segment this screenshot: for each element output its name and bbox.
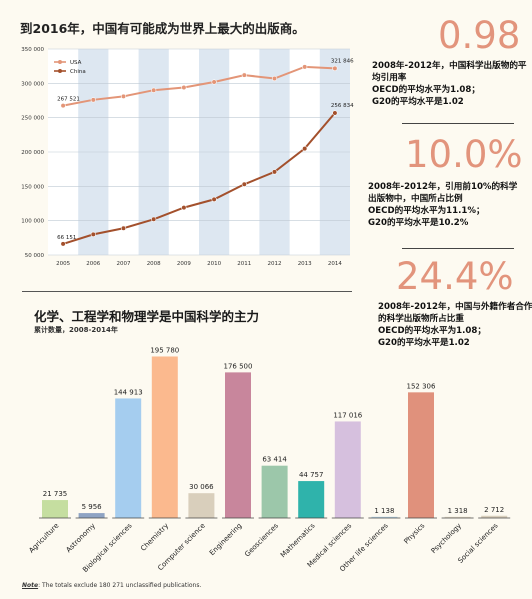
series-line-china (62, 112, 336, 245)
legend-label-usa: USA (70, 60, 82, 66)
x-tick-label: 2005 (56, 261, 70, 267)
legend-marker-china (58, 69, 62, 73)
data-point-china (90, 231, 96, 237)
stat-divider (402, 248, 514, 249)
bar-value-label: 63 414 (262, 456, 287, 464)
x-tick-label: 2014 (328, 261, 342, 267)
bar-chart-subtitle: 累计数量，2008-2014年 (34, 326, 118, 334)
data-point-china (120, 225, 127, 231)
data-label: 267 521 (57, 97, 80, 103)
data-point-usa (60, 103, 66, 109)
category-label: Agriculture (28, 522, 61, 555)
section-divider (22, 291, 352, 292)
x-tick-label: 2006 (86, 261, 100, 267)
data-point-china (302, 145, 308, 152)
bar-agriculture (42, 500, 68, 518)
data-point-usa (181, 84, 187, 91)
bar-value-label: 152 306 (407, 382, 436, 390)
bar-physics (408, 392, 434, 518)
data-point-usa (241, 72, 247, 78)
data-label: 66 151 (57, 235, 76, 241)
data-point-china (60, 241, 66, 247)
bar-value-label: 21 735 (43, 490, 68, 498)
data-point-china (211, 196, 217, 202)
stat-value-top10-share: 10.0% (405, 133, 523, 176)
data-point-usa (120, 93, 127, 99)
data-point-china (151, 216, 157, 222)
bar-value-label: 144 913 (114, 388, 143, 396)
stat-desc-top10-share: 2008年-2012年，引用前10%的科学出版物中，中国所占比例 OECD的平均水… (368, 182, 518, 228)
legend-label-china: China (70, 69, 86, 75)
data-point-china (332, 110, 338, 116)
stat-desc-citation-rate: 2008年-2012年，中国科学出版物的平均引用率 OECD的平均水平为1.08；… (372, 61, 527, 107)
category-label: Mathematics (279, 522, 317, 560)
category-label: Chemistry (139, 522, 170, 553)
data-point-usa (211, 79, 217, 85)
bar-medical-sciences (334, 421, 361, 518)
footnote-text: : The totals exclude 180 271 unclassifie… (38, 582, 202, 589)
y-tick-label: 200 000 (21, 150, 44, 156)
x-tick-label: 2012 (268, 261, 282, 267)
bar-value-label: 2 712 (484, 506, 504, 514)
data-label: 321 846 (331, 58, 354, 64)
legend-marker-usa (58, 60, 62, 64)
stat-value-foreign-coauthor: 24.4% (396, 255, 514, 298)
footnote-label: Note (22, 582, 39, 589)
category-label: Geosciences (243, 522, 280, 559)
bar-value-label: 117 016 (333, 411, 362, 419)
bar-chemistry (151, 356, 178, 518)
footnote: Note: The totals exclude 180 271 unclass… (22, 582, 201, 589)
data-point-usa (151, 87, 157, 93)
x-tick-label: 2007 (117, 261, 131, 267)
category-label: Social sciences (457, 522, 500, 565)
bar-mathematics (298, 481, 325, 518)
x-tick-label: 2011 (237, 261, 251, 267)
x-tick-label: 2013 (298, 261, 312, 267)
bar-value-label: 176 500 (224, 362, 253, 370)
bar-chart-title: 化学、工程学和物理学是中国科学的主力 (34, 309, 260, 324)
bar-value-label: 44 757 (299, 471, 324, 479)
bar-psychology (444, 516, 471, 518)
data-point-china (181, 205, 187, 211)
category-label: Physics (402, 522, 426, 546)
category-label: Psychology (430, 522, 463, 555)
y-tick-label: 350 000 (21, 47, 44, 53)
stat-divider (402, 123, 514, 124)
line-chart-title: 到2016年，中国有可能成为世界上最大的出版商。 (20, 21, 305, 36)
bar-social-sciences (481, 515, 508, 518)
bar-value-label: 1 318 (448, 507, 468, 515)
bar-value-label: 30 066 (189, 483, 214, 491)
bar-computer-science (188, 493, 215, 518)
data-point-usa (302, 64, 308, 70)
bar-value-label: 1 138 (374, 507, 394, 515)
category-label: Astronomy (65, 522, 97, 554)
stat-value-citation-rate: 0.98 (438, 14, 521, 57)
data-point-china (271, 169, 278, 175)
bar-astronomy (78, 513, 105, 518)
y-tick-label: 300 000 (21, 81, 44, 87)
bar-value-label: 195 780 (150, 346, 179, 354)
bar-geosciences (261, 465, 288, 518)
data-point-china (241, 181, 247, 187)
data-point-usa (332, 65, 338, 71)
x-tick-label: 2009 (177, 261, 191, 267)
series-line-usa (62, 65, 335, 107)
y-tick-label: 150 000 (21, 184, 44, 190)
data-label: 256 834 (331, 103, 354, 109)
y-tick-label: 100 000 (21, 219, 44, 225)
x-tick-label: 2008 (147, 261, 161, 267)
line-chart: 50 000 100 000 150 000 200 000 250 000 300 00… (21, 47, 354, 267)
data-point-usa (90, 97, 96, 103)
bar-biological-sciences (115, 398, 142, 518)
data-point-usa (271, 75, 278, 82)
bar-engineering (225, 372, 251, 518)
bar-value-label: 5 956 (82, 503, 103, 511)
stat-desc-foreign-coauthor: 2008年-2012年，中国与外籍作者合作的科学出版物所占比重 OECD的平均水平… (378, 302, 532, 348)
y-tick-label: 50 000 (25, 253, 45, 259)
y-tick-label: 250 000 (21, 116, 44, 122)
category-label: Engineering (208, 522, 243, 557)
bar-other-life-sciences (371, 516, 398, 518)
x-tick-label: 2010 (207, 261, 221, 267)
